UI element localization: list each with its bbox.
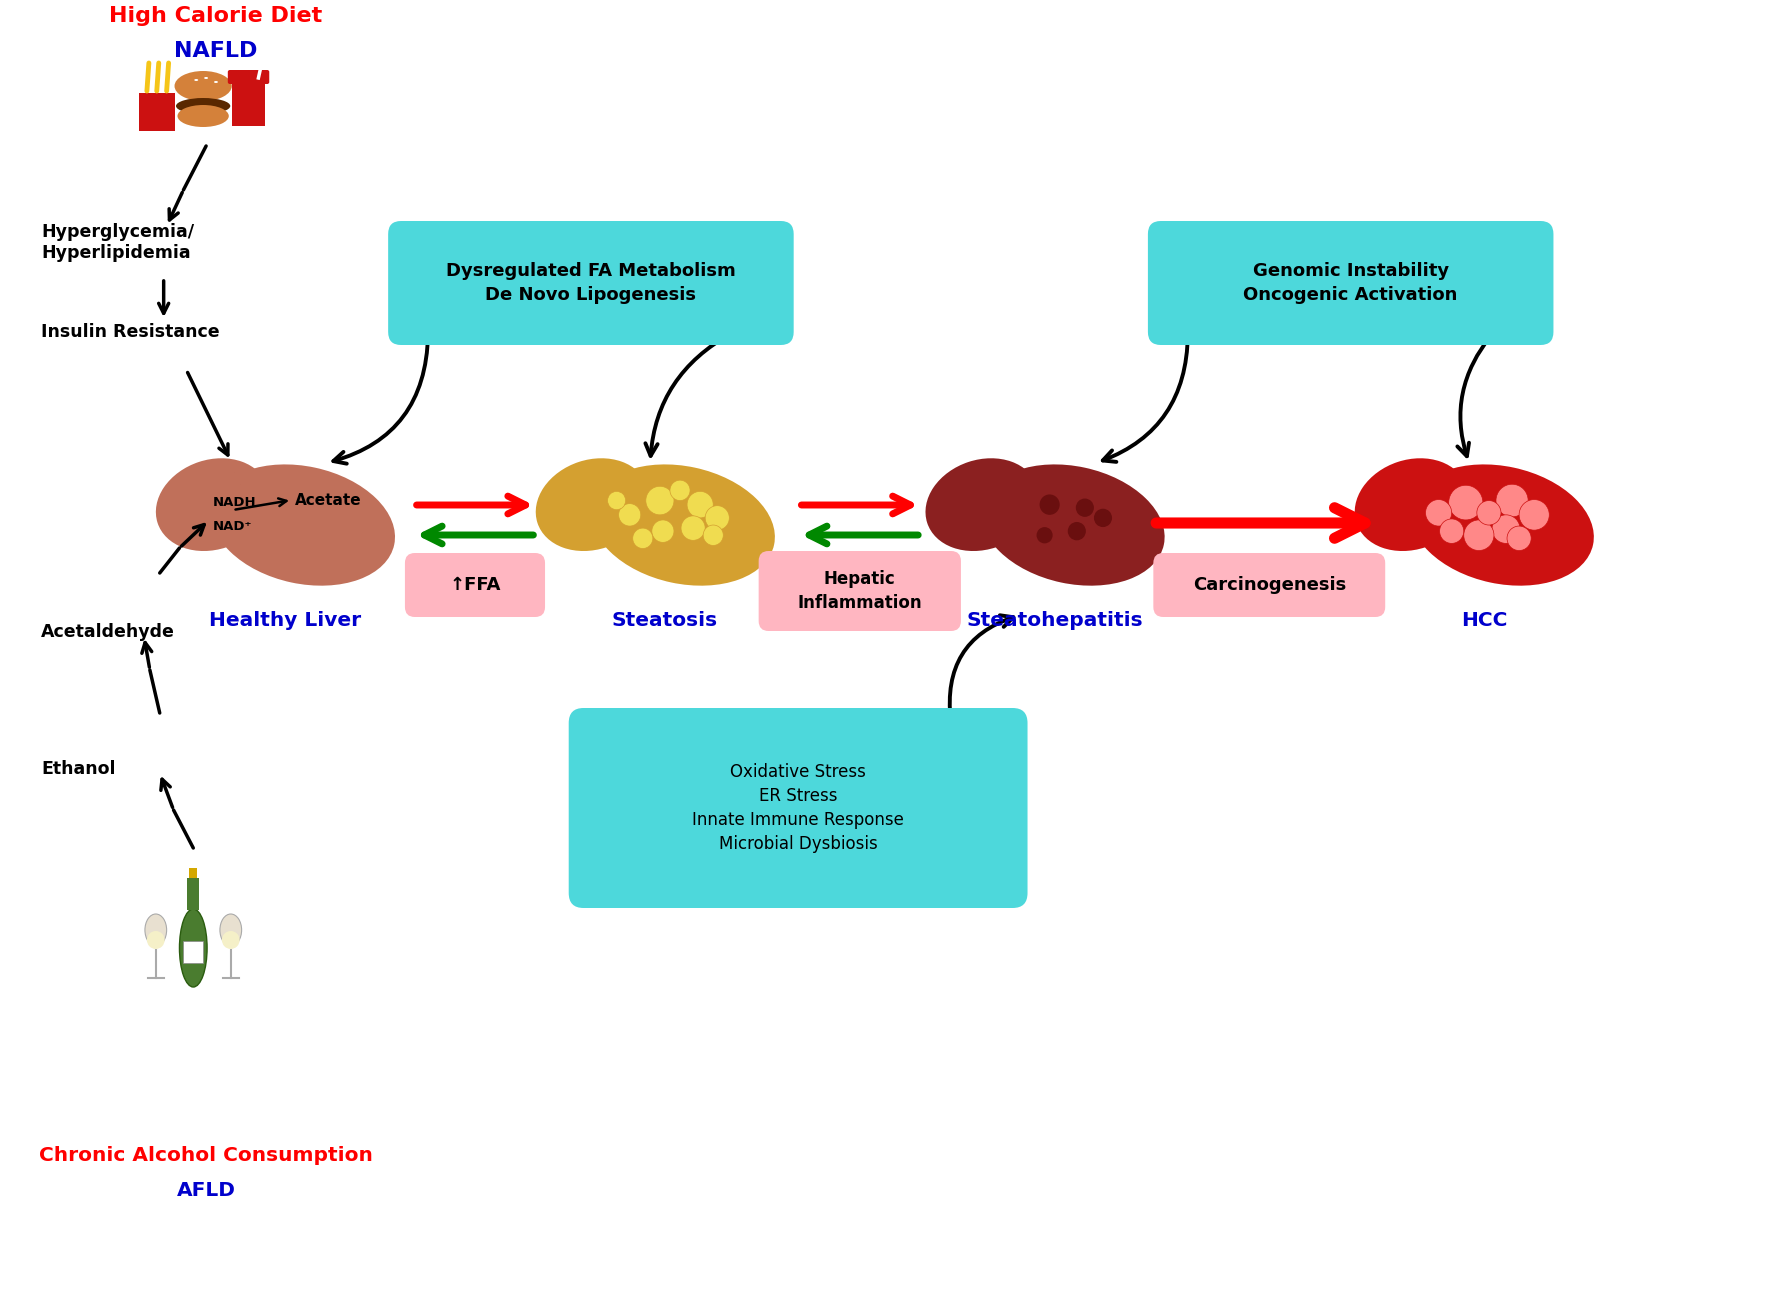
Circle shape xyxy=(1449,485,1483,521)
Ellipse shape xyxy=(175,98,230,114)
Ellipse shape xyxy=(195,78,198,81)
Circle shape xyxy=(1425,500,1451,526)
Ellipse shape xyxy=(592,464,774,586)
Text: Insulin Resistance: Insulin Resistance xyxy=(41,323,220,341)
Text: Steatohepatitis: Steatohepatitis xyxy=(966,611,1143,630)
Text: Acetate: Acetate xyxy=(294,493,361,508)
Ellipse shape xyxy=(1411,464,1593,586)
Ellipse shape xyxy=(211,464,395,586)
Circle shape xyxy=(1496,484,1527,517)
Ellipse shape xyxy=(156,458,269,551)
Circle shape xyxy=(633,528,652,548)
Text: Hepatic
Inflammation: Hepatic Inflammation xyxy=(797,570,921,612)
Ellipse shape xyxy=(214,81,218,82)
Text: Chronic Alcohol Consumption: Chronic Alcohol Consumption xyxy=(39,1146,374,1165)
Circle shape xyxy=(1040,494,1060,515)
Text: Acetaldehyde: Acetaldehyde xyxy=(41,623,175,641)
Ellipse shape xyxy=(982,464,1164,586)
Ellipse shape xyxy=(222,931,239,950)
Circle shape xyxy=(1506,526,1531,551)
Text: Oxidative Stress
ER Stress
Innate Immune Response
Microbial Dysbiosis: Oxidative Stress ER Stress Innate Immune… xyxy=(693,763,904,853)
Circle shape xyxy=(608,492,626,510)
FancyBboxPatch shape xyxy=(1148,221,1554,345)
Text: Carcinogenesis: Carcinogenesis xyxy=(1193,576,1347,594)
Ellipse shape xyxy=(1356,458,1469,551)
Circle shape xyxy=(1492,515,1520,543)
Text: Genomic Instability
Oncogenic Activation: Genomic Instability Oncogenic Activation xyxy=(1244,262,1458,305)
FancyBboxPatch shape xyxy=(138,93,174,131)
Circle shape xyxy=(645,487,673,515)
Text: ↑FFA: ↑FFA xyxy=(450,576,501,594)
Circle shape xyxy=(703,525,723,545)
Circle shape xyxy=(705,506,730,530)
Circle shape xyxy=(1093,509,1113,527)
Circle shape xyxy=(1076,498,1093,517)
Text: Healthy Liver: Healthy Liver xyxy=(209,611,361,630)
Ellipse shape xyxy=(147,931,165,950)
Ellipse shape xyxy=(220,914,241,946)
Text: Ethanol: Ethanol xyxy=(41,760,115,778)
Ellipse shape xyxy=(174,71,232,101)
Text: NAD⁺: NAD⁺ xyxy=(213,521,252,532)
Circle shape xyxy=(1069,522,1086,540)
Text: AFLD: AFLD xyxy=(177,1181,236,1199)
FancyBboxPatch shape xyxy=(758,551,960,630)
FancyBboxPatch shape xyxy=(406,553,546,617)
Text: Hyperglycemia/
Hyperlipidemia: Hyperglycemia/ Hyperlipidemia xyxy=(41,222,195,262)
Circle shape xyxy=(1519,500,1549,530)
Circle shape xyxy=(670,480,689,501)
Circle shape xyxy=(1476,501,1501,525)
Ellipse shape xyxy=(925,458,1038,551)
FancyBboxPatch shape xyxy=(188,878,198,910)
FancyBboxPatch shape xyxy=(569,708,1028,908)
Text: Dysregulated FA Metabolism
De Novo Lipogenesis: Dysregulated FA Metabolism De Novo Lipog… xyxy=(447,262,735,305)
Circle shape xyxy=(652,521,673,543)
Circle shape xyxy=(1037,527,1053,543)
FancyBboxPatch shape xyxy=(184,940,204,963)
FancyBboxPatch shape xyxy=(388,221,794,345)
Text: Steatosis: Steatosis xyxy=(611,611,718,630)
Ellipse shape xyxy=(145,914,167,946)
FancyBboxPatch shape xyxy=(190,869,197,878)
Ellipse shape xyxy=(535,458,649,551)
Circle shape xyxy=(618,504,641,526)
Text: High Calorie Diet: High Calorie Diet xyxy=(110,7,323,26)
Text: HCC: HCC xyxy=(1460,611,1506,630)
Circle shape xyxy=(688,492,712,518)
Ellipse shape xyxy=(179,909,207,988)
Text: NADH: NADH xyxy=(213,496,257,509)
FancyBboxPatch shape xyxy=(232,78,266,126)
FancyBboxPatch shape xyxy=(229,71,269,84)
FancyBboxPatch shape xyxy=(1154,553,1386,617)
Circle shape xyxy=(680,515,705,540)
Ellipse shape xyxy=(177,105,229,127)
Text: NAFLD: NAFLD xyxy=(174,41,257,61)
Circle shape xyxy=(1464,521,1494,551)
Ellipse shape xyxy=(204,77,207,78)
Circle shape xyxy=(1439,519,1464,543)
